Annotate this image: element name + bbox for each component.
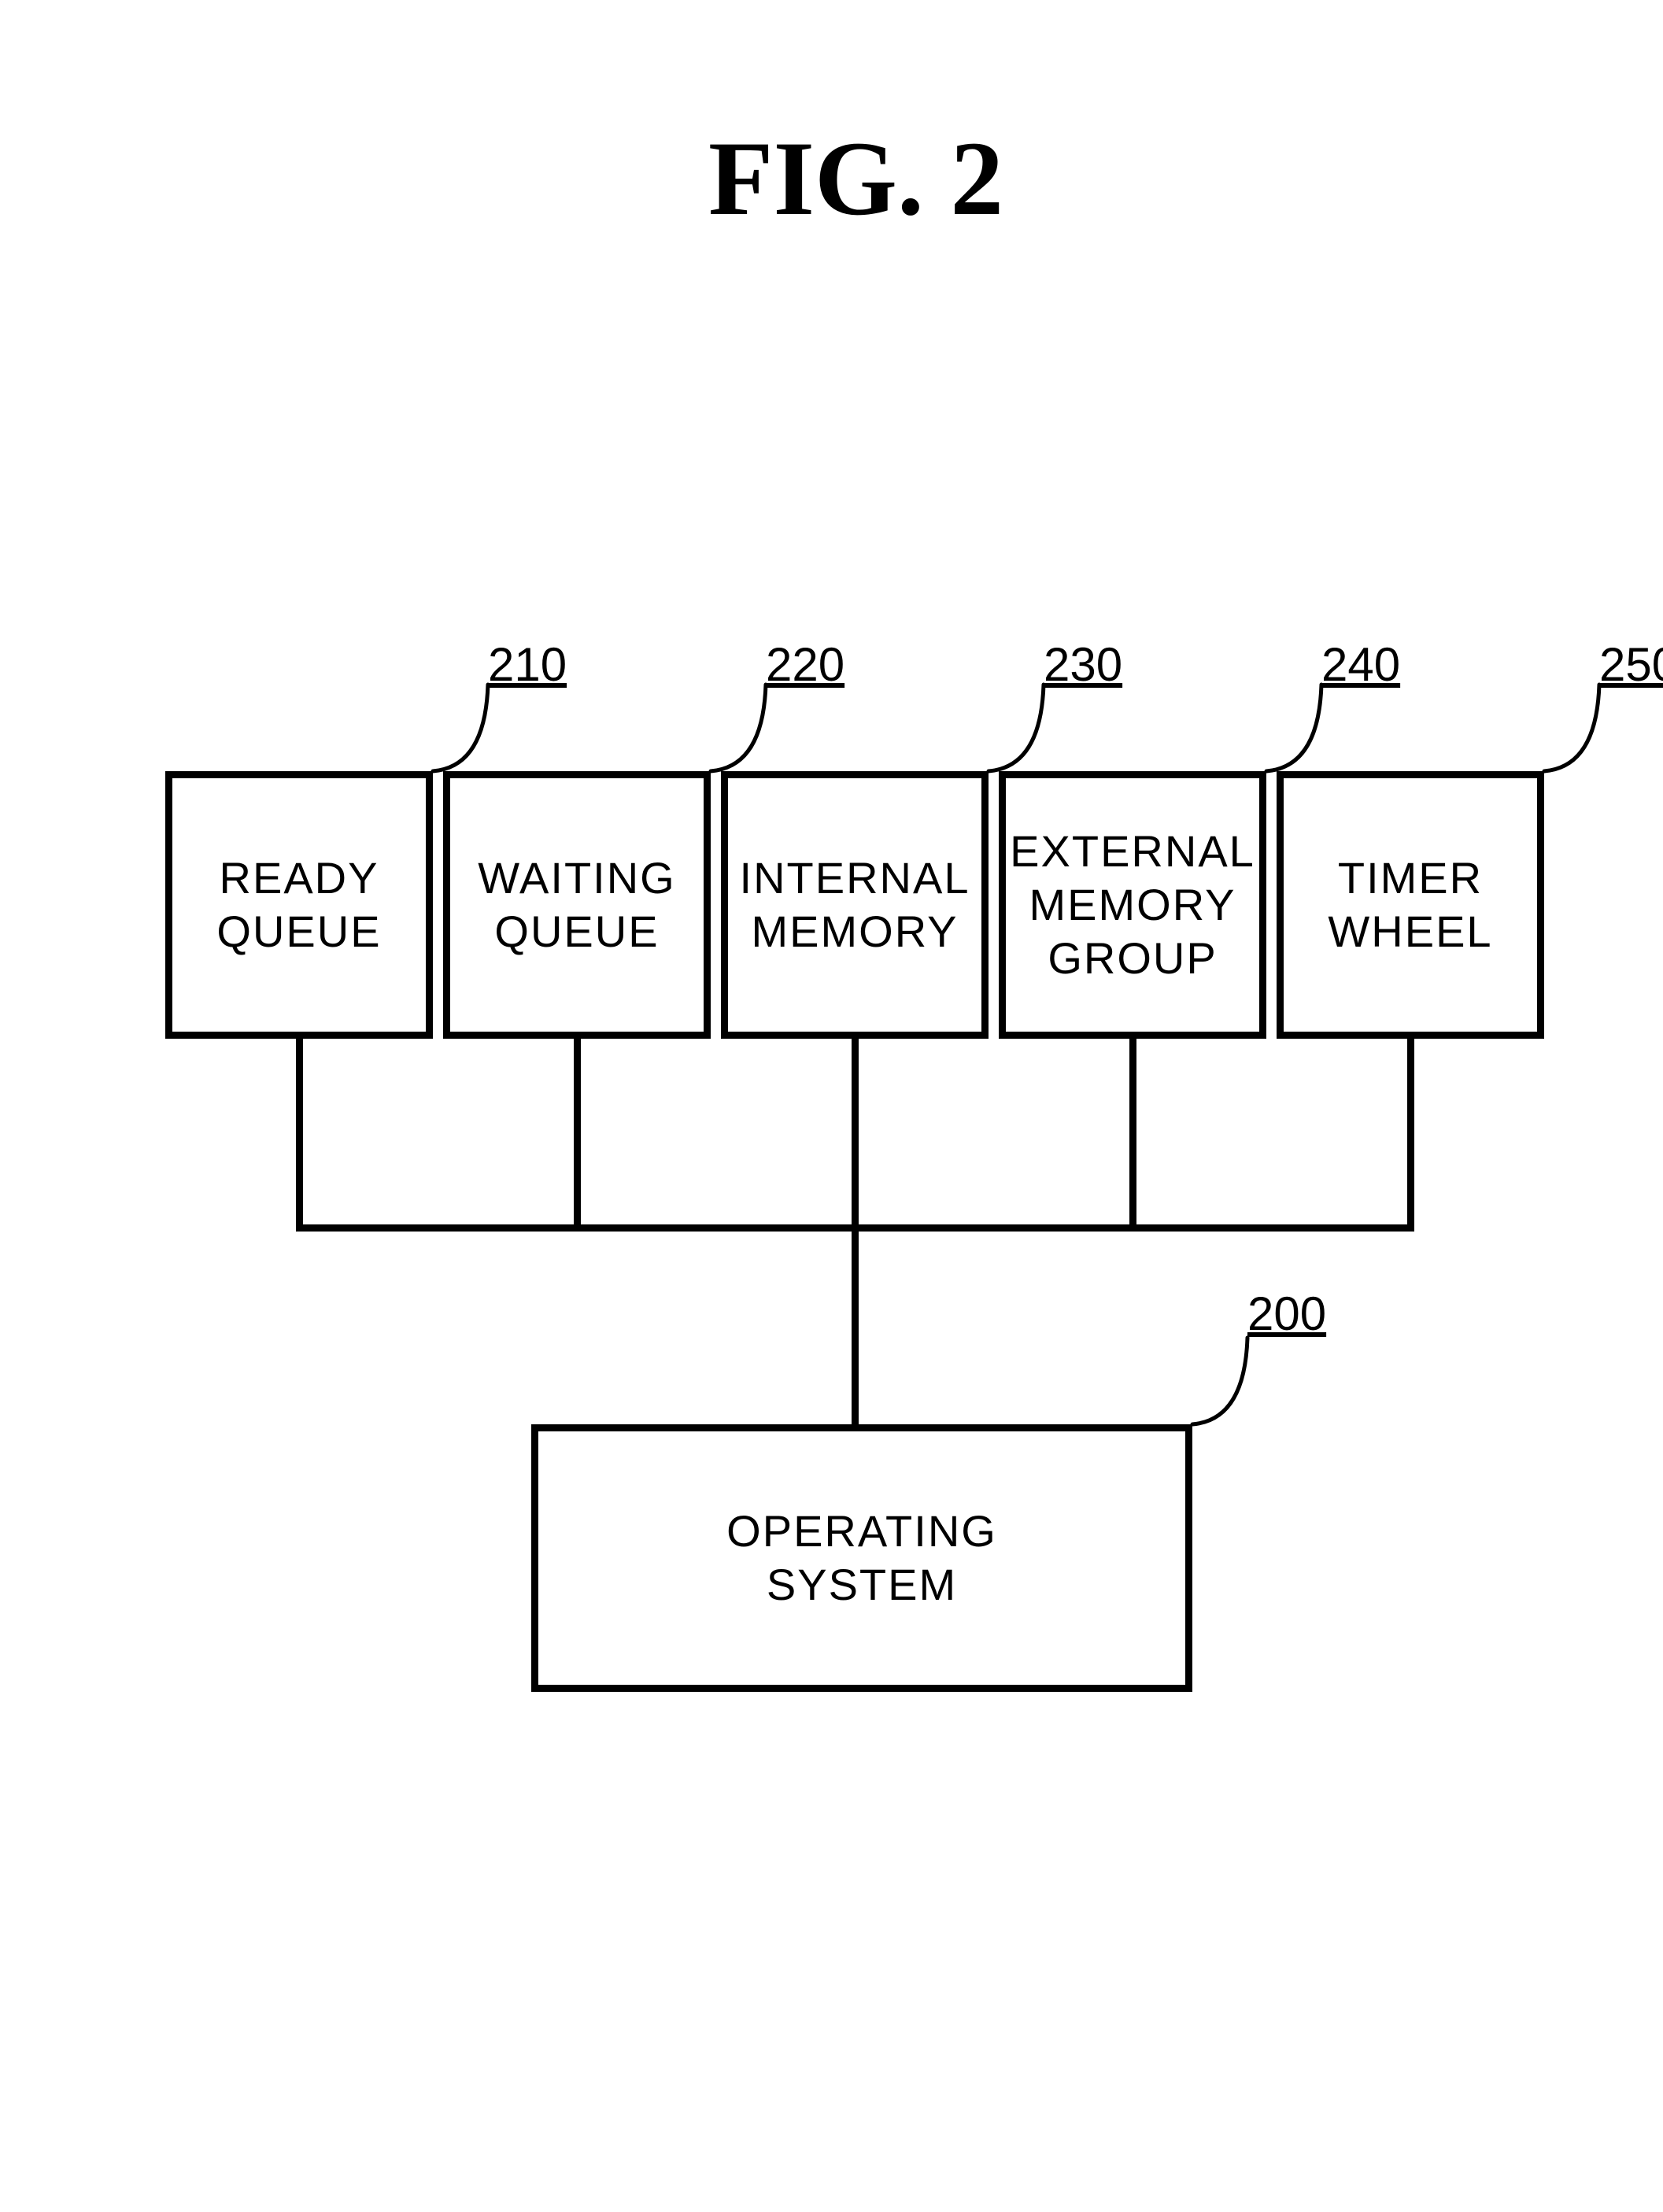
figure-title: FIG. 2 bbox=[708, 118, 1003, 240]
top-drop-4 bbox=[1407, 1039, 1414, 1232]
ready-queue-box: READY QUEUE bbox=[165, 771, 433, 1039]
internal-memory-label: INTERNAL MEMORY bbox=[740, 851, 970, 959]
top-drop-3 bbox=[1129, 1039, 1136, 1232]
external-memory-group-label: EXTERNAL MEMORY GROUP bbox=[1010, 825, 1255, 986]
ref-240: 240 bbox=[1321, 637, 1400, 692]
label-line: WHEEL bbox=[1328, 907, 1492, 956]
operating-system-label: OPERATING SYSTEM bbox=[726, 1505, 997, 1612]
label-line: READY bbox=[220, 853, 379, 903]
label-line: MEMORY bbox=[1029, 880, 1236, 929]
external-memory-group-box: EXTERNAL MEMORY GROUP bbox=[999, 771, 1266, 1039]
ready-queue-label: READY QUEUE bbox=[216, 851, 381, 959]
label-line: QUEUE bbox=[216, 907, 381, 956]
label-line: TIMER bbox=[1338, 853, 1483, 903]
operating-system-box: OPERATING SYSTEM bbox=[531, 1424, 1192, 1692]
diagram-page: FIG. 2 READY QUEUE WAITING QUEUE INTERNA… bbox=[0, 0, 1663, 2212]
waiting-queue-label: WAITING QUEUE bbox=[478, 851, 675, 959]
label-line: OPERATING bbox=[726, 1506, 997, 1556]
top-drop-1 bbox=[574, 1039, 581, 1232]
ref-210: 210 bbox=[488, 637, 567, 692]
waiting-queue-box: WAITING QUEUE bbox=[443, 771, 711, 1039]
ref-200: 200 bbox=[1247, 1287, 1326, 1341]
label-line: INTERNAL bbox=[740, 853, 970, 903]
timer-wheel-label: TIMER WHEEL bbox=[1328, 851, 1492, 959]
label-line: SYSTEM bbox=[767, 1560, 957, 1609]
top-drop-0 bbox=[296, 1039, 303, 1232]
label-line: GROUP bbox=[1048, 933, 1217, 983]
timer-wheel-box: TIMER WHEEL bbox=[1277, 771, 1544, 1039]
top-drop-2 bbox=[852, 1039, 859, 1232]
label-line: WAITING bbox=[478, 853, 675, 903]
label-line: EXTERNAL bbox=[1010, 826, 1255, 876]
internal-memory-box: INTERNAL MEMORY bbox=[721, 771, 989, 1039]
label-line: MEMORY bbox=[752, 907, 959, 956]
ref-250: 250 bbox=[1599, 637, 1663, 692]
label-line: QUEUE bbox=[494, 907, 659, 956]
ref-220: 220 bbox=[766, 637, 844, 692]
ref-230: 230 bbox=[1044, 637, 1122, 692]
os-drop-line bbox=[852, 1224, 859, 1425]
